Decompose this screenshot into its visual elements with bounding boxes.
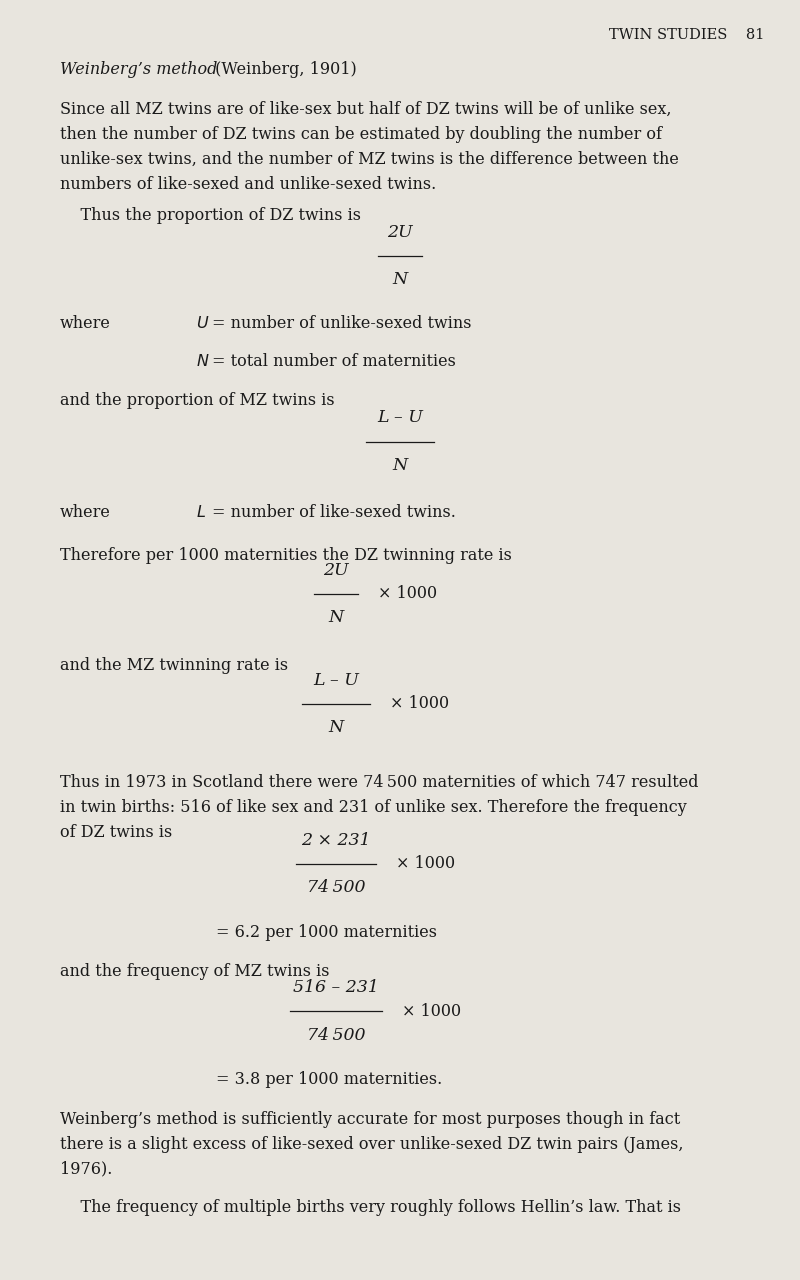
Text: and the frequency of MZ twins is: and the frequency of MZ twins is (60, 963, 330, 979)
Text: N: N (328, 609, 344, 626)
Text: Weinberg’s method: Weinberg’s method (60, 61, 218, 78)
Text: Weinberg’s method is sufficiently accurate for most purposes though in fact
ther: Weinberg’s method is sufficiently accura… (60, 1111, 683, 1178)
Text: = 3.8 per 1000 maternities.: = 3.8 per 1000 maternities. (216, 1071, 442, 1088)
Text: × 1000: × 1000 (390, 695, 449, 713)
Text: × 1000: × 1000 (402, 1002, 461, 1020)
Text: Thus in 1973 in Scotland there were 74 500 maternities of which 747 resulted
in : Thus in 1973 in Scotland there were 74 5… (60, 774, 698, 841)
Text: Therefore per 1000 maternities the DZ twinning rate is: Therefore per 1000 maternities the DZ tw… (60, 547, 512, 563)
Text: = number of like-sexed twins.: = number of like-sexed twins. (212, 504, 456, 521)
Text: TWIN STUDIES    81: TWIN STUDIES 81 (609, 28, 764, 42)
Text: where: where (60, 504, 111, 521)
Text: = total number of maternities: = total number of maternities (212, 353, 456, 370)
Text: N: N (328, 719, 344, 736)
Text: × 1000: × 1000 (396, 855, 455, 873)
Text: N: N (392, 271, 408, 288)
Text: (Weinberg, 1901): (Weinberg, 1901) (210, 61, 357, 78)
Text: = 6.2 per 1000 maternities: = 6.2 per 1000 maternities (216, 924, 437, 941)
Text: Thus the proportion of DZ twins is: Thus the proportion of DZ twins is (60, 207, 361, 224)
Text: 74 500: 74 500 (306, 879, 366, 896)
Text: N: N (392, 457, 408, 474)
Text: L – U: L – U (313, 672, 359, 689)
Text: 2U: 2U (387, 224, 413, 241)
Text: $\it{N}$: $\it{N}$ (196, 353, 210, 370)
Text: L – U: L – U (377, 410, 423, 426)
Text: The frequency of multiple births very roughly follows Hellin’s law. That is: The frequency of multiple births very ro… (60, 1199, 681, 1216)
Text: and the proportion of MZ twins is: and the proportion of MZ twins is (60, 392, 334, 408)
Text: where: where (60, 315, 111, 332)
Text: $\it{L}$: $\it{L}$ (196, 504, 206, 521)
Text: 2U: 2U (323, 562, 349, 579)
Text: and the MZ twinning rate is: and the MZ twinning rate is (60, 657, 288, 673)
Text: × 1000: × 1000 (378, 585, 437, 603)
Text: 516 – 231: 516 – 231 (293, 979, 379, 996)
Text: = number of unlike-sexed twins: = number of unlike-sexed twins (212, 315, 471, 332)
Text: 74 500: 74 500 (306, 1027, 366, 1043)
Text: Since all MZ twins are of like-sex but half of DZ twins will be of unlike sex,
t: Since all MZ twins are of like-sex but h… (60, 101, 679, 192)
Text: 2 × 231: 2 × 231 (302, 832, 370, 849)
Text: $\it{U}$: $\it{U}$ (196, 315, 210, 332)
